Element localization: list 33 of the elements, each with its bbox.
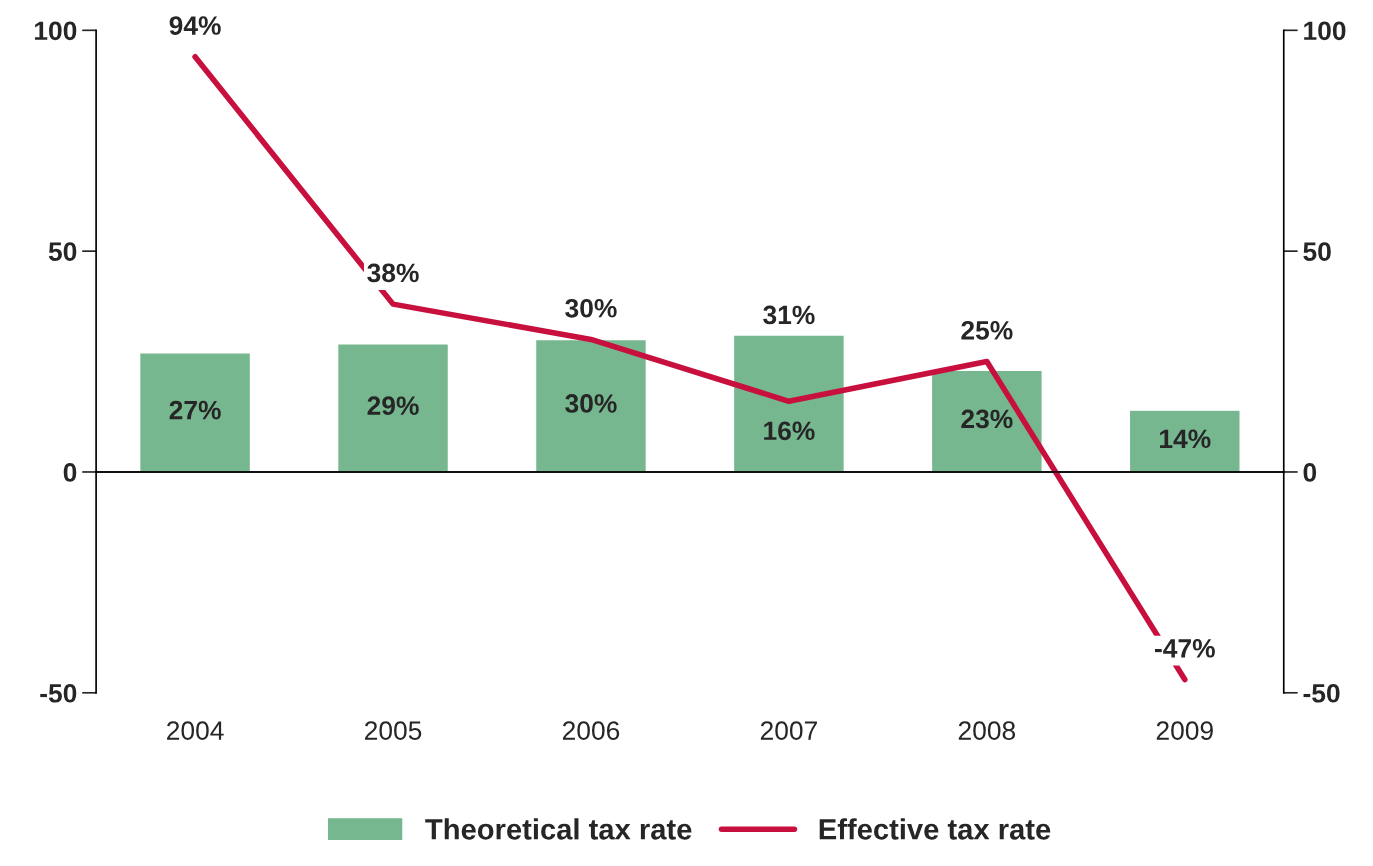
bar xyxy=(336,343,450,473)
y2-tick-label: 100 xyxy=(1304,21,1346,41)
data-label: 30% xyxy=(565,298,617,318)
x-tick-label: 2008 xyxy=(958,721,1016,740)
bar xyxy=(1128,409,1241,473)
data-label: 31% xyxy=(763,305,815,325)
y-tick-label: 0 xyxy=(63,463,77,482)
data-label: -47% xyxy=(1155,639,1215,658)
bar xyxy=(534,338,648,473)
data-label: 23% xyxy=(961,409,1013,429)
legend-label: Effective tax rate xyxy=(819,818,1051,840)
y2-tick-label: 50 xyxy=(1303,242,1331,261)
data-label: 16% xyxy=(764,421,815,441)
data-label: 29% xyxy=(367,396,419,416)
x-tick-label: 2007 xyxy=(760,721,817,740)
data-label: 25% xyxy=(961,320,1013,340)
y-tick-label: -50 xyxy=(40,683,77,703)
y2-tick-label: -50 xyxy=(1303,683,1340,703)
x-tick-label: 2005 xyxy=(365,721,422,740)
y-tick-label: 100 xyxy=(35,21,77,41)
bar xyxy=(732,334,846,473)
y2-tick-label: 0 xyxy=(1303,463,1317,482)
legend-label: Theoretical tax rate xyxy=(425,818,692,840)
x-tick-label: 2006 xyxy=(562,721,620,740)
data-label: 27% xyxy=(169,400,221,420)
data-label: 30% xyxy=(565,394,617,413)
data-label: 14% xyxy=(1160,429,1211,449)
x-tick-label: 2004 xyxy=(167,721,224,740)
data-label: 38% xyxy=(367,263,419,283)
bar xyxy=(138,352,252,473)
data-label: 94% xyxy=(169,16,221,35)
y-tick-label: 50 xyxy=(48,242,77,261)
x-tick-label: 2009 xyxy=(1156,721,1213,740)
